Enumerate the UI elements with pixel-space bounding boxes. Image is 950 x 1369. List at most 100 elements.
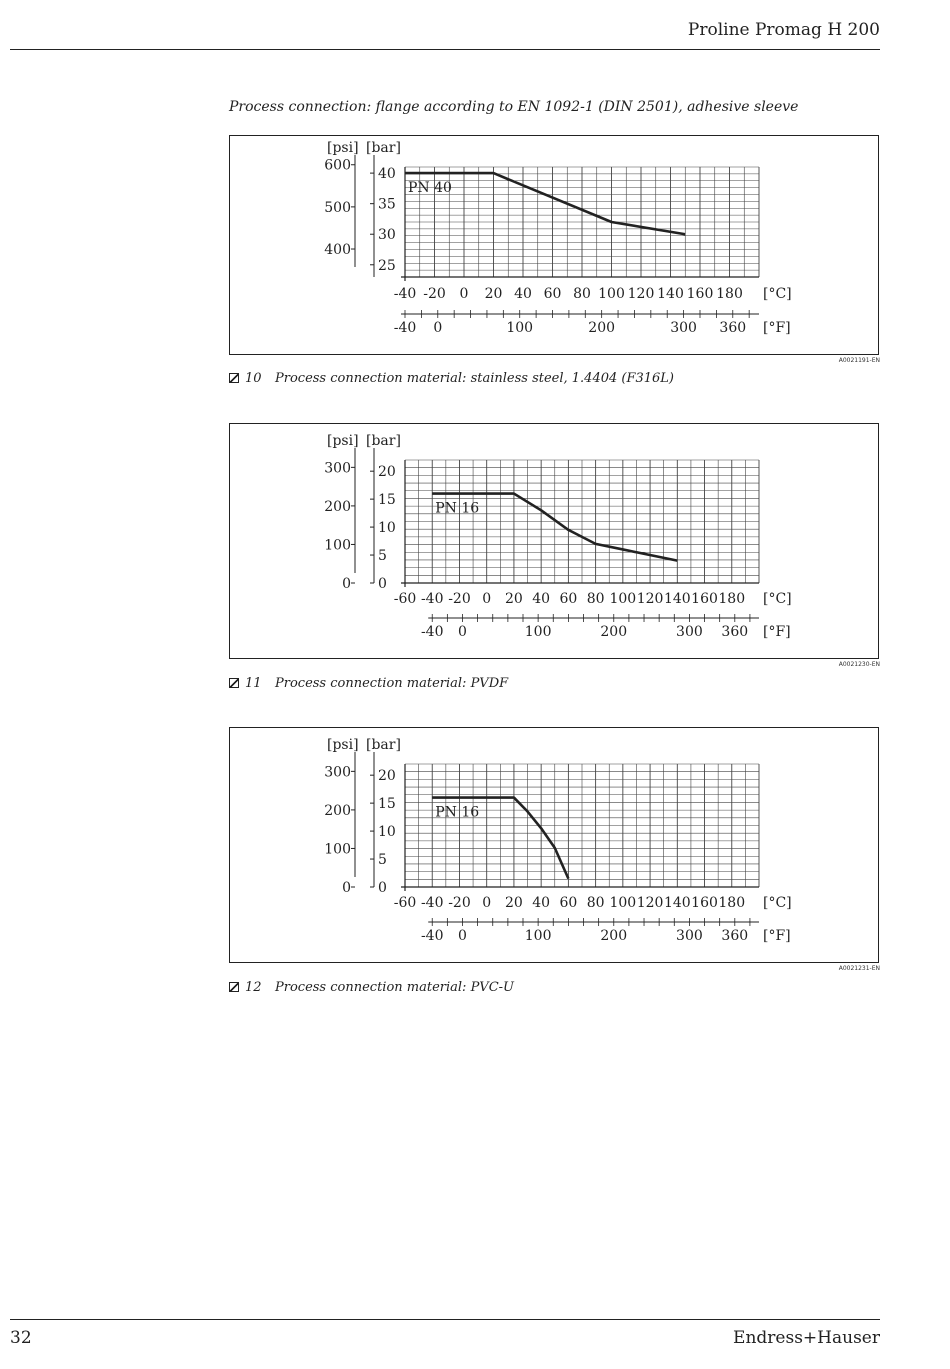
figure-icon xyxy=(229,373,239,383)
x-tick-label: 160 xyxy=(691,895,718,911)
y-axis-unit-bar: [bar] xyxy=(366,433,401,449)
footer-rule xyxy=(10,1319,880,1320)
psi-tick-label: 0 xyxy=(342,576,351,592)
x-tick-label: 20 xyxy=(505,591,523,607)
x-tick-label: -20 xyxy=(423,286,446,302)
x-tick-label: 80 xyxy=(573,286,591,302)
figure-icon xyxy=(229,982,239,992)
x2-tick-label: 200 xyxy=(588,320,615,336)
figure-12-caption: 12 Process connection material: PVC-U xyxy=(229,980,514,995)
x-tick-label: 120 xyxy=(637,895,664,911)
x2-tick-label: 360 xyxy=(719,320,746,336)
x-tick-label: 80 xyxy=(587,895,605,911)
x-tick-label: 60 xyxy=(559,591,577,607)
figure-10-code: A0021191-EN xyxy=(838,357,880,364)
x2-tick-label: -40 xyxy=(421,928,444,944)
header-title: Proline Promag H 200 xyxy=(687,20,880,40)
x2-tick-label: 300 xyxy=(670,320,697,336)
header-rule xyxy=(10,49,880,50)
x-tick-label: -60 xyxy=(394,895,417,911)
x-axis-unit-f: [°F] xyxy=(763,928,791,944)
psi-tick-label: 600 xyxy=(324,158,351,174)
figure-12-number: 12 xyxy=(245,980,262,995)
section-title: Process connection: flange according to … xyxy=(229,99,799,115)
x2-tick-label: 300 xyxy=(676,624,703,640)
psi-tick-label: 100 xyxy=(324,537,351,553)
x-tick-label: 120 xyxy=(637,591,664,607)
x2-tick-label: 360 xyxy=(721,928,748,944)
x2-tick-label: 0 xyxy=(433,320,442,336)
page-number: 32 xyxy=(10,1328,32,1348)
x-tick-label: -40 xyxy=(394,286,417,302)
pressure-rating-label: PN 16 xyxy=(435,805,479,821)
y-tick-label: 10 xyxy=(378,824,396,840)
figure-10-number: 10 xyxy=(245,371,262,386)
y-tick-label: 25 xyxy=(378,258,396,274)
x-tick-label: 60 xyxy=(559,895,577,911)
figure-11-caption: 11 Process connection material: PVDF xyxy=(229,676,508,691)
y-tick-label: 10 xyxy=(378,520,396,536)
figure-11-box: [bar] [psi] 20 15 10 5 0 300 200 100 0 -60 -40 -20 0 20… xyxy=(229,423,879,659)
y-axis-unit-psi: [psi] xyxy=(327,140,359,156)
y-tick-label: 20 xyxy=(378,464,396,480)
figure-12-code: A0021231-EN xyxy=(838,965,880,972)
figure-11-caption-text: Process connection material: PVDF xyxy=(275,676,509,691)
x-axis-unit-f: [°F] xyxy=(763,320,791,336)
psi-tick-label: 500 xyxy=(324,200,351,216)
psi-tick-label: 200 xyxy=(324,803,351,819)
x-tick-label: 100 xyxy=(598,286,625,302)
x-tick-label: 180 xyxy=(718,895,745,911)
x2-tick-label: 360 xyxy=(721,624,748,640)
x-tick-label: 60 xyxy=(544,286,562,302)
x-tick-label: 140 xyxy=(664,591,691,607)
x-tick-label: 80 xyxy=(587,591,605,607)
pressure-rating-label: PN 40 xyxy=(408,180,452,196)
x-tick-label: -20 xyxy=(448,591,471,607)
x2-tick-label: 0 xyxy=(458,928,467,944)
psi-tick-label: 300 xyxy=(324,764,351,780)
figure-11-number: 11 xyxy=(245,676,262,691)
x-tick-label: 0 xyxy=(482,895,491,911)
x-tick-label: 140 xyxy=(657,286,684,302)
x-tick-label: 180 xyxy=(716,286,743,302)
x-tick-label: 100 xyxy=(609,895,636,911)
y-axis-unit-psi: [psi] xyxy=(327,737,359,753)
y-axis-unit-bar: [bar] xyxy=(366,737,401,753)
psi-tick-label: 200 xyxy=(324,499,351,515)
figure-12-box: [bar] [psi] 20 15 10 5 0 300 200 100 0 -60 -40 -20 0 20… xyxy=(229,727,879,963)
figure-10-caption: 10 Process connection material: stainless… xyxy=(229,371,674,386)
x2-tick-label: 200 xyxy=(600,928,627,944)
figure-10-box: [bar] [psi] 40 35 30 25 600 500 400 -40 -20 0 20 40 60… xyxy=(229,135,879,355)
x-tick-label: 0 xyxy=(482,591,491,607)
x-tick-label: -20 xyxy=(448,895,471,911)
y-tick-label: 0 xyxy=(378,576,387,592)
y-tick-label: 15 xyxy=(378,492,396,508)
x-tick-label: -60 xyxy=(394,591,417,607)
y-tick-label: 5 xyxy=(378,548,387,564)
psi-tick-label: 100 xyxy=(324,841,351,857)
x-axis-unit-f: [°F] xyxy=(763,624,791,640)
figure-12-caption-text: Process connection material: PVC-U xyxy=(275,980,514,995)
y-tick-label: 5 xyxy=(378,852,387,868)
y-axis-unit-psi: [psi] xyxy=(327,433,359,449)
psi-tick-label: 0 xyxy=(342,880,351,896)
x-tick-label: 160 xyxy=(691,591,718,607)
footer-brand: Endress+Hauser xyxy=(733,1328,880,1348)
y-axis-unit-bar: [bar] xyxy=(366,140,401,156)
x-tick-label: 100 xyxy=(609,591,636,607)
x-tick-label: -40 xyxy=(421,895,444,911)
x2-tick-label: -40 xyxy=(394,320,417,336)
x-axis-unit-c: [°C] xyxy=(763,286,792,302)
x-tick-label: 40 xyxy=(514,286,532,302)
psi-tick-label: 400 xyxy=(324,242,351,258)
pressure-curve xyxy=(405,171,686,236)
figure-11-code: A0021230-EN xyxy=(838,661,880,668)
x-tick-label: 40 xyxy=(532,895,550,911)
x-axis-unit-c: [°C] xyxy=(763,895,792,911)
x2-tick-label: 200 xyxy=(600,624,627,640)
pressure-curve xyxy=(432,796,570,880)
x2-tick-label: 100 xyxy=(525,928,552,944)
x-tick-label: 180 xyxy=(718,591,745,607)
